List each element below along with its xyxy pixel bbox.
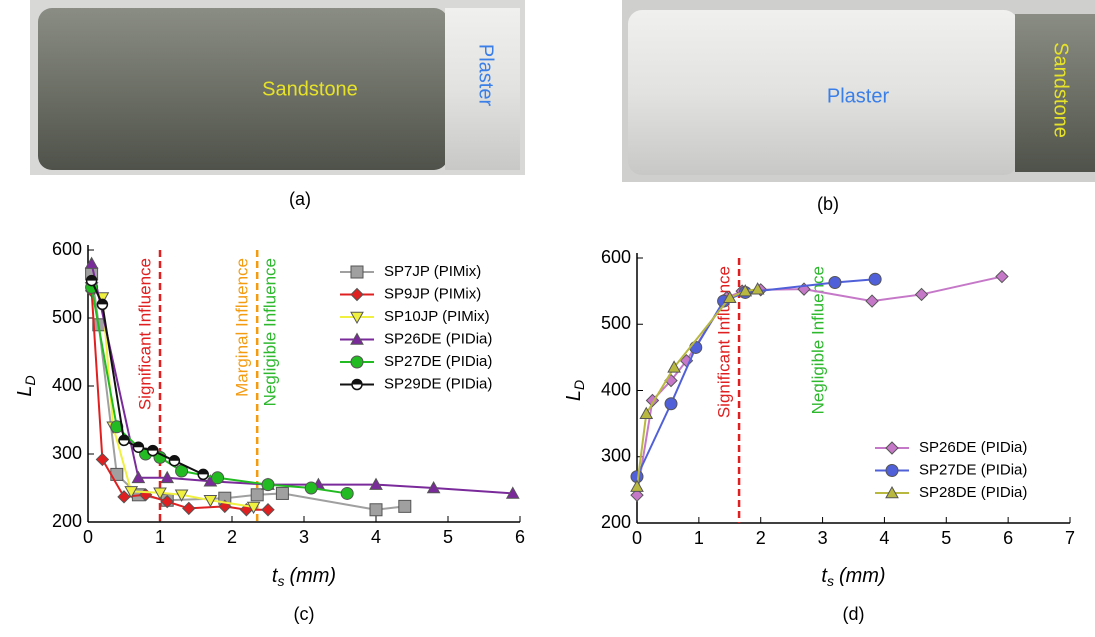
x-tick-label: 2 bbox=[227, 527, 237, 547]
legend-label: SP27DE (PIDia) bbox=[919, 461, 1027, 478]
data-point bbox=[869, 273, 881, 285]
legend-label: SP28DE (PIDia) bbox=[919, 484, 1027, 501]
data-point bbox=[690, 341, 702, 353]
series-line bbox=[92, 287, 348, 493]
data-point bbox=[96, 453, 108, 465]
data-point bbox=[886, 442, 898, 454]
legend-label: SP29DE (PIDia) bbox=[384, 375, 492, 392]
y-tick-label: 200 bbox=[601, 512, 631, 532]
material-label: Sandstone bbox=[1050, 42, 1072, 138]
legend-label: SP7JP (PIMix) bbox=[384, 263, 481, 280]
data-point bbox=[352, 380, 362, 390]
y-label-main: L bbox=[14, 386, 36, 397]
data-point bbox=[886, 465, 898, 477]
data-point bbox=[183, 502, 195, 514]
x-tick-label: 5 bbox=[443, 527, 453, 547]
plaster-sample bbox=[628, 10, 1018, 175]
data-point bbox=[276, 487, 288, 499]
data-point bbox=[370, 504, 382, 516]
data-point bbox=[87, 276, 97, 286]
y-axis-label: LD bbox=[14, 375, 37, 396]
x-tick-label: 4 bbox=[371, 527, 381, 547]
material-label: Plaster bbox=[475, 44, 497, 107]
y-tick-label: 600 bbox=[601, 247, 631, 267]
x-tick-label: 6 bbox=[515, 527, 525, 547]
x-tick-label: 0 bbox=[83, 527, 93, 547]
y-tick-label: 300 bbox=[52, 443, 82, 463]
x-tick-label: 3 bbox=[299, 527, 309, 547]
y-tick-label: 500 bbox=[52, 307, 82, 327]
data-point bbox=[133, 442, 143, 452]
x-tick-label: 3 bbox=[818, 528, 828, 548]
data-point bbox=[351, 356, 363, 368]
x-tick-label: 7 bbox=[1065, 528, 1075, 548]
sandstone-sample bbox=[38, 8, 448, 170]
panel-label: (c) bbox=[294, 604, 315, 624]
figure: Sandstone Plaster (a) Plaster Sandstone … bbox=[0, 0, 1095, 632]
panel-label: (d) bbox=[843, 604, 865, 624]
x-tick-label: 6 bbox=[1003, 528, 1013, 548]
data-point bbox=[351, 289, 363, 301]
material-label: Sandstone bbox=[262, 78, 358, 100]
x-tick-label: 1 bbox=[694, 528, 704, 548]
x-label-sub: s bbox=[277, 573, 284, 589]
annotation: Negligible Influence bbox=[809, 266, 828, 414]
data-point bbox=[866, 295, 878, 307]
data-point bbox=[198, 469, 208, 479]
x-axis-label: ts(mm) bbox=[272, 565, 336, 588]
data-point bbox=[829, 277, 841, 289]
data-point bbox=[665, 398, 677, 410]
panel-label: (b) bbox=[817, 194, 839, 214]
data-point bbox=[212, 472, 224, 484]
y-tick-label: 600 bbox=[52, 239, 82, 259]
x-tick-label: 0 bbox=[632, 528, 642, 548]
x-tick-label: 4 bbox=[879, 528, 889, 548]
data-point bbox=[148, 446, 158, 456]
y-tick-label: 400 bbox=[52, 375, 82, 395]
data-point bbox=[169, 456, 179, 466]
x-tick-label: 2 bbox=[756, 528, 766, 548]
y-label-sub: D bbox=[22, 375, 38, 385]
data-point bbox=[251, 489, 263, 501]
data-point bbox=[97, 299, 107, 309]
data-point bbox=[399, 500, 411, 512]
data-point bbox=[351, 266, 363, 278]
legend-label: SP9JP (PIMix) bbox=[384, 285, 481, 302]
data-point bbox=[305, 482, 317, 494]
x-axis-label: ts(mm) bbox=[821, 565, 885, 588]
x-label-unit: (mm) bbox=[289, 565, 336, 587]
y-tick-label: 300 bbox=[601, 446, 631, 466]
y-label-sub: D bbox=[571, 380, 587, 390]
data-point bbox=[262, 504, 274, 516]
x-tick-label: 5 bbox=[941, 528, 951, 548]
annotation: Marginal Influence bbox=[233, 258, 252, 397]
x-label-sub: s bbox=[827, 573, 834, 589]
data-point bbox=[119, 435, 129, 445]
data-point bbox=[916, 288, 928, 300]
legend-label: SP27DE (PIDia) bbox=[384, 353, 492, 370]
y-label-main: L bbox=[563, 390, 585, 401]
data-point bbox=[996, 271, 1008, 283]
y-tick-label: 200 bbox=[52, 511, 82, 531]
legend-label: SP10JP (PIMix) bbox=[384, 308, 490, 325]
data-point bbox=[631, 481, 643, 492]
x-tick-label: 1 bbox=[155, 527, 165, 547]
data-point bbox=[341, 487, 353, 499]
x-label-unit: (mm) bbox=[839, 565, 886, 587]
y-axis-label: LD bbox=[563, 380, 586, 401]
material-label: Plaster bbox=[827, 85, 890, 107]
panel-label: (a) bbox=[289, 189, 311, 209]
legend-label: SP26DE (PIDia) bbox=[384, 330, 492, 347]
annotation: Significant Influence bbox=[135, 258, 154, 410]
annotation: Negligible Influence bbox=[261, 258, 280, 406]
legend-label: SP26DE (PIDia) bbox=[919, 439, 1027, 456]
data-point bbox=[262, 479, 274, 491]
annotation: Significant Influence bbox=[715, 266, 734, 418]
y-tick-label: 400 bbox=[601, 379, 631, 399]
y-tick-label: 500 bbox=[601, 313, 631, 333]
